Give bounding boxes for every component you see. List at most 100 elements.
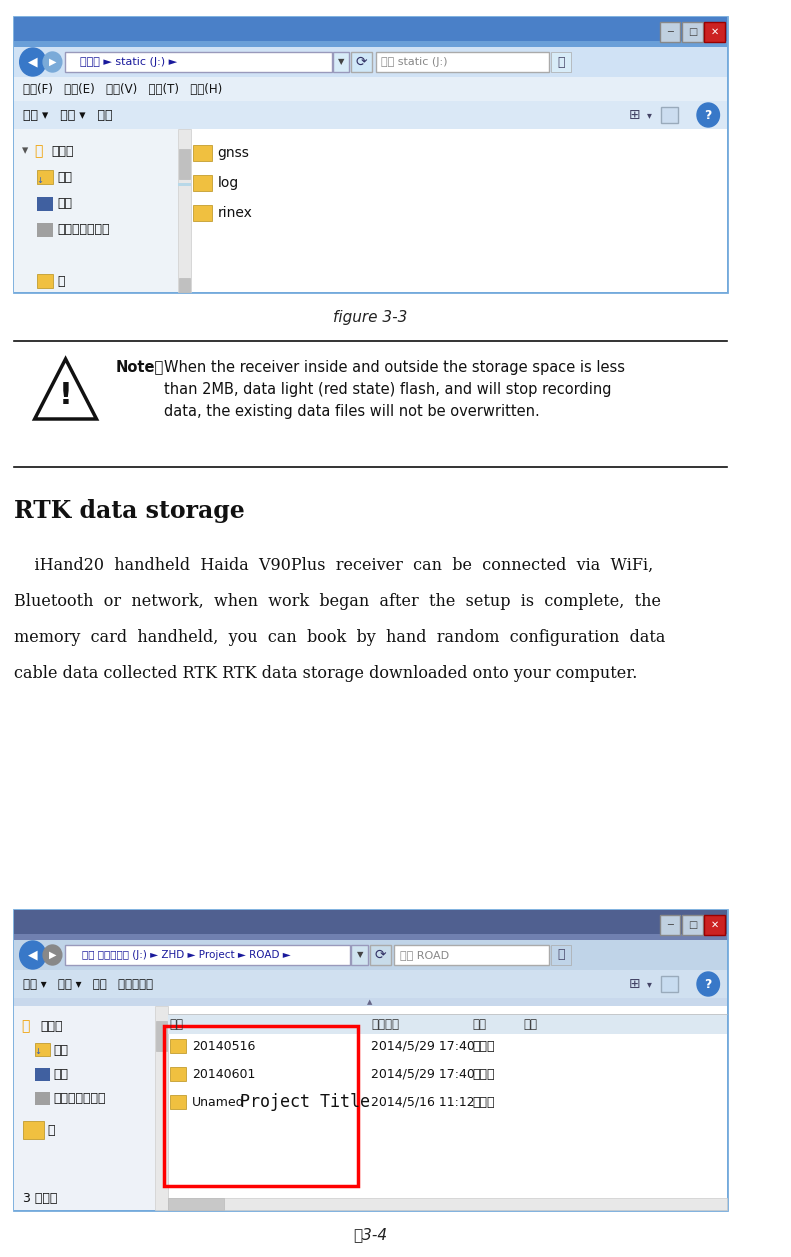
Bar (351, 52, 372, 72)
Text: ✕: ✕ (711, 26, 719, 36)
Bar (14, 18, 727, 47)
Text: Unamed: Unamed (192, 1096, 244, 1109)
Circle shape (20, 48, 46, 75)
Bar (179, 150, 190, 178)
Bar (14, 41, 727, 47)
Text: 文件夹: 文件夹 (472, 1096, 494, 1109)
Bar (35, 1043, 50, 1056)
Bar (705, 23, 725, 41)
Bar (169, 1067, 187, 1081)
Text: 名称: 名称 (169, 1017, 184, 1031)
Text: ▼: ▼ (338, 58, 344, 67)
Bar (682, 915, 702, 935)
Text: 桌面: 桌面 (54, 1067, 68, 1081)
Circle shape (697, 103, 720, 127)
Bar (179, 278, 190, 292)
Text: 桌面: 桌面 (57, 196, 72, 210)
Bar (351, 945, 368, 965)
Bar (14, 77, 727, 101)
Bar (14, 47, 727, 77)
Text: ⭐: ⭐ (21, 1019, 30, 1033)
Bar (370, 945, 391, 965)
Bar (661, 107, 678, 123)
Text: ✕: ✕ (711, 920, 719, 930)
Text: ▲: ▲ (367, 999, 373, 1006)
Bar (168, 1014, 727, 1035)
Text: 文件夹: 文件夹 (472, 1040, 494, 1052)
Text: 20140516: 20140516 (192, 1040, 255, 1052)
Text: iHand20  handheld  Haida  V90Plus  receiver  can  be  connected  via  WiFi,: iHand20 handheld Haida V90Plus receiver … (14, 557, 653, 574)
Text: 最近访问的位置: 最近访问的位置 (57, 222, 110, 235)
Bar (24, 1121, 44, 1139)
Bar (332, 52, 350, 72)
Text: 组织 ▾   共享 ▾   刻录: 组织 ▾ 共享 ▾ 刻录 (24, 108, 113, 122)
Text: ↓: ↓ (36, 176, 44, 185)
Text: cable data collected RTK RTK data storage downloaded onto your computer.: cable data collected RTK RTK data storag… (14, 665, 638, 683)
Bar (14, 270, 178, 292)
Bar (14, 1006, 154, 1210)
Text: figure 3-3: figure 3-3 (333, 309, 407, 324)
Bar (168, 1198, 727, 1210)
Bar (14, 18, 727, 292)
Text: 🔍: 🔍 (558, 949, 565, 962)
Bar (14, 129, 178, 292)
Text: ⊞: ⊞ (629, 977, 640, 991)
Text: 搜索 ROAD: 搜索 ROAD (400, 950, 449, 960)
Text: RTK data storage: RTK data storage (14, 499, 244, 523)
Bar (705, 915, 725, 935)
Circle shape (43, 52, 62, 72)
Text: ↓: ↓ (35, 1047, 42, 1056)
Text: 下载: 下载 (54, 1043, 68, 1056)
Bar (169, 1095, 187, 1109)
Bar (551, 945, 571, 965)
Text: When the receiver inside and outside the storage space is less: When the receiver inside and outside the… (164, 360, 625, 375)
Text: 大小: 大小 (524, 1017, 538, 1031)
Text: ⟳: ⟳ (374, 948, 386, 962)
Text: ?: ? (705, 108, 712, 122)
Circle shape (697, 972, 720, 996)
Bar (35, 1092, 50, 1105)
Text: ⟳: ⟳ (356, 55, 368, 69)
Bar (14, 101, 727, 129)
Bar (660, 915, 680, 935)
Text: ▾: ▾ (647, 979, 653, 989)
Bar (14, 1006, 727, 1210)
Bar (36, 222, 54, 238)
Text: 20140601: 20140601 (192, 1067, 255, 1081)
Text: 最近访问的位置: 最近访问的位置 (54, 1091, 106, 1105)
Text: gnss: gnss (218, 146, 249, 160)
Bar (154, 1006, 168, 1210)
Text: 图3-4: 图3-4 (353, 1228, 387, 1242)
Text: 计算机 ► static (J:) ►: 计算机 ► static (J:) ► (80, 57, 176, 67)
Text: 收藏夾: 收藏夾 (51, 145, 74, 157)
Bar (36, 197, 54, 211)
Bar (66, 949, 80, 960)
Bar (395, 945, 549, 965)
Bar (682, 23, 702, 41)
Text: 库: 库 (57, 274, 65, 288)
Text: ⭐: ⭐ (35, 145, 43, 158)
Bar (66, 62, 76, 69)
Text: 搜索 static (J:): 搜索 static (J:) (381, 57, 448, 67)
Text: 文件夹: 文件夹 (472, 1067, 494, 1081)
Bar (14, 910, 727, 940)
Text: □: □ (687, 26, 697, 36)
Bar (193, 205, 212, 221)
Text: ─: ─ (667, 26, 673, 36)
Circle shape (43, 945, 62, 965)
Text: ▾: ▾ (647, 111, 653, 119)
Bar (65, 52, 331, 72)
Bar (551, 52, 571, 72)
Bar (14, 998, 727, 1006)
Text: 收藏夾: 收藏夾 (40, 1019, 62, 1032)
Text: 2014/5/29 17:40: 2014/5/29 17:40 (371, 1040, 475, 1052)
Bar (14, 940, 727, 970)
Text: ⊞: ⊞ (629, 108, 640, 122)
Bar (193, 145, 212, 161)
Bar (36, 170, 54, 184)
Text: than 2MB, data light (red state) flash, and will stop recording: than 2MB, data light (red state) flash, … (164, 382, 611, 396)
Bar (661, 975, 678, 992)
Text: ▶: ▶ (49, 950, 56, 960)
Text: ▶: ▶ (49, 57, 56, 67)
Text: 组织 ▾   共享 ▾   刻录   新建文件夹: 组织 ▾ 共享 ▾ 刻录 新建文件夹 (24, 978, 153, 991)
